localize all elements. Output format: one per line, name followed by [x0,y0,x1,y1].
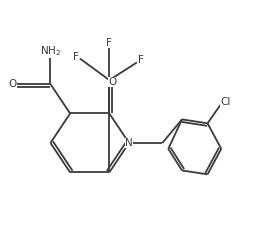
Text: F: F [107,38,112,48]
Text: Cl: Cl [220,97,230,107]
Text: NH$_2$: NH$_2$ [40,44,61,58]
Text: F: F [138,55,144,66]
Text: O: O [8,79,16,89]
Text: O: O [108,77,116,87]
Text: F: F [73,52,79,62]
Text: N: N [125,138,133,148]
